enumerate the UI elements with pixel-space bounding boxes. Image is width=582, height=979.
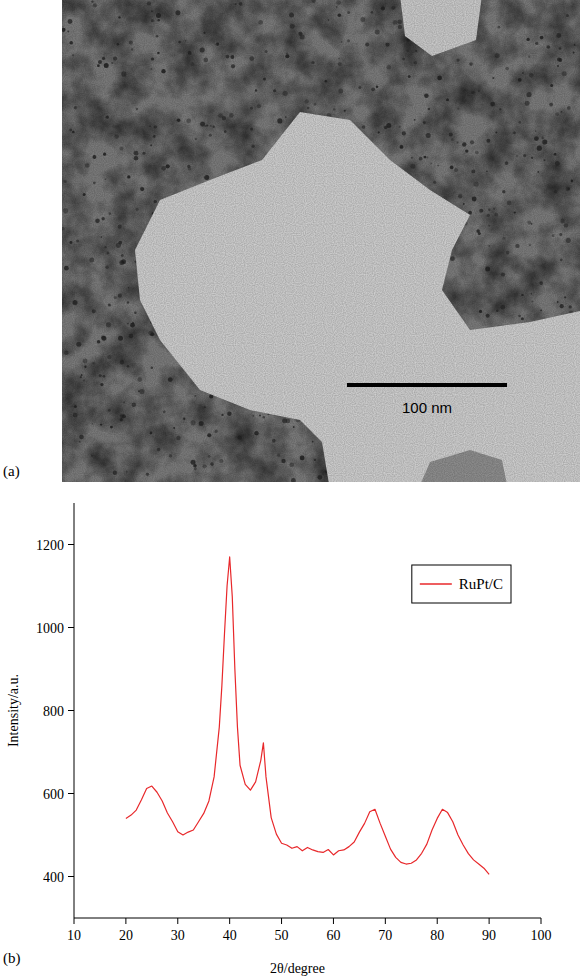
plot-data xyxy=(126,557,489,874)
x-tick-label: 80 xyxy=(430,928,444,943)
x-tick xyxy=(74,918,75,924)
y-tick xyxy=(68,544,74,545)
x-tick-label: 60 xyxy=(326,928,340,943)
x-tick-label: 50 xyxy=(275,928,289,943)
y-tick xyxy=(68,627,74,628)
y-tick xyxy=(68,710,74,711)
x-tick xyxy=(333,918,334,924)
x-axis-title: 2θ/degree xyxy=(270,961,325,976)
x-axis xyxy=(74,918,541,919)
legend: RuPt/C xyxy=(412,565,511,603)
y-tick-label: 400 xyxy=(43,870,64,885)
x-tick xyxy=(437,918,438,924)
y-tick-label: 1200 xyxy=(36,538,64,553)
series-line xyxy=(126,557,489,874)
y-tick xyxy=(68,876,74,877)
panel-label: (a) xyxy=(3,463,20,480)
y-tick-label: 1000 xyxy=(36,621,64,636)
x-tick-label: 20 xyxy=(119,928,133,943)
x-tick xyxy=(177,918,178,924)
particles xyxy=(62,0,579,482)
y-tick-label: 600 xyxy=(43,787,64,802)
x-tick-label: 30 xyxy=(171,928,185,943)
y-tick xyxy=(68,793,74,794)
figure: 100 nm (a) 10 20 30 40 50 60 70 80 90 100 400 600 800 1… xyxy=(0,0,582,979)
x-tick xyxy=(125,918,126,924)
x-tick xyxy=(281,918,282,924)
x-tick xyxy=(489,918,490,924)
y-tick-label: 800 xyxy=(43,704,64,719)
legend-label: RuPt/C xyxy=(459,576,503,592)
legend-box xyxy=(412,565,511,603)
scale-bar xyxy=(347,383,507,387)
x-tick-label: 100 xyxy=(531,928,552,943)
x-tick-label: 90 xyxy=(482,928,496,943)
legend-swatch xyxy=(420,583,452,585)
y-axis-title: Intensity/a.u. xyxy=(6,674,21,747)
micrograph xyxy=(62,0,580,482)
x-tick xyxy=(541,918,542,924)
x-tick-label: 10 xyxy=(67,928,81,943)
x-tick xyxy=(385,918,386,924)
scale-bar-label: 100 nm xyxy=(402,399,452,416)
x-tick-label: 70 xyxy=(378,928,392,943)
panel-label: (b) xyxy=(3,950,21,967)
x-tick xyxy=(229,918,230,924)
x-tick-label: 40 xyxy=(223,928,237,943)
